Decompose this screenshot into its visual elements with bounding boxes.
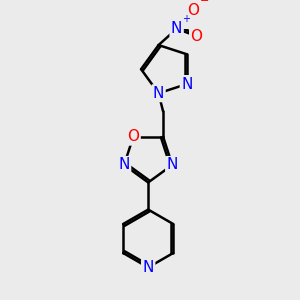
Text: N: N <box>181 76 193 92</box>
Text: O: O <box>127 129 139 144</box>
Text: N: N <box>118 158 130 172</box>
Text: N: N <box>167 158 178 172</box>
Text: N: N <box>153 86 164 101</box>
Text: N: N <box>171 21 182 36</box>
Text: −: − <box>200 0 209 6</box>
Text: O: O <box>190 28 202 44</box>
Text: N: N <box>142 260 154 275</box>
Text: O: O <box>187 3 199 18</box>
Text: +: + <box>182 14 190 25</box>
